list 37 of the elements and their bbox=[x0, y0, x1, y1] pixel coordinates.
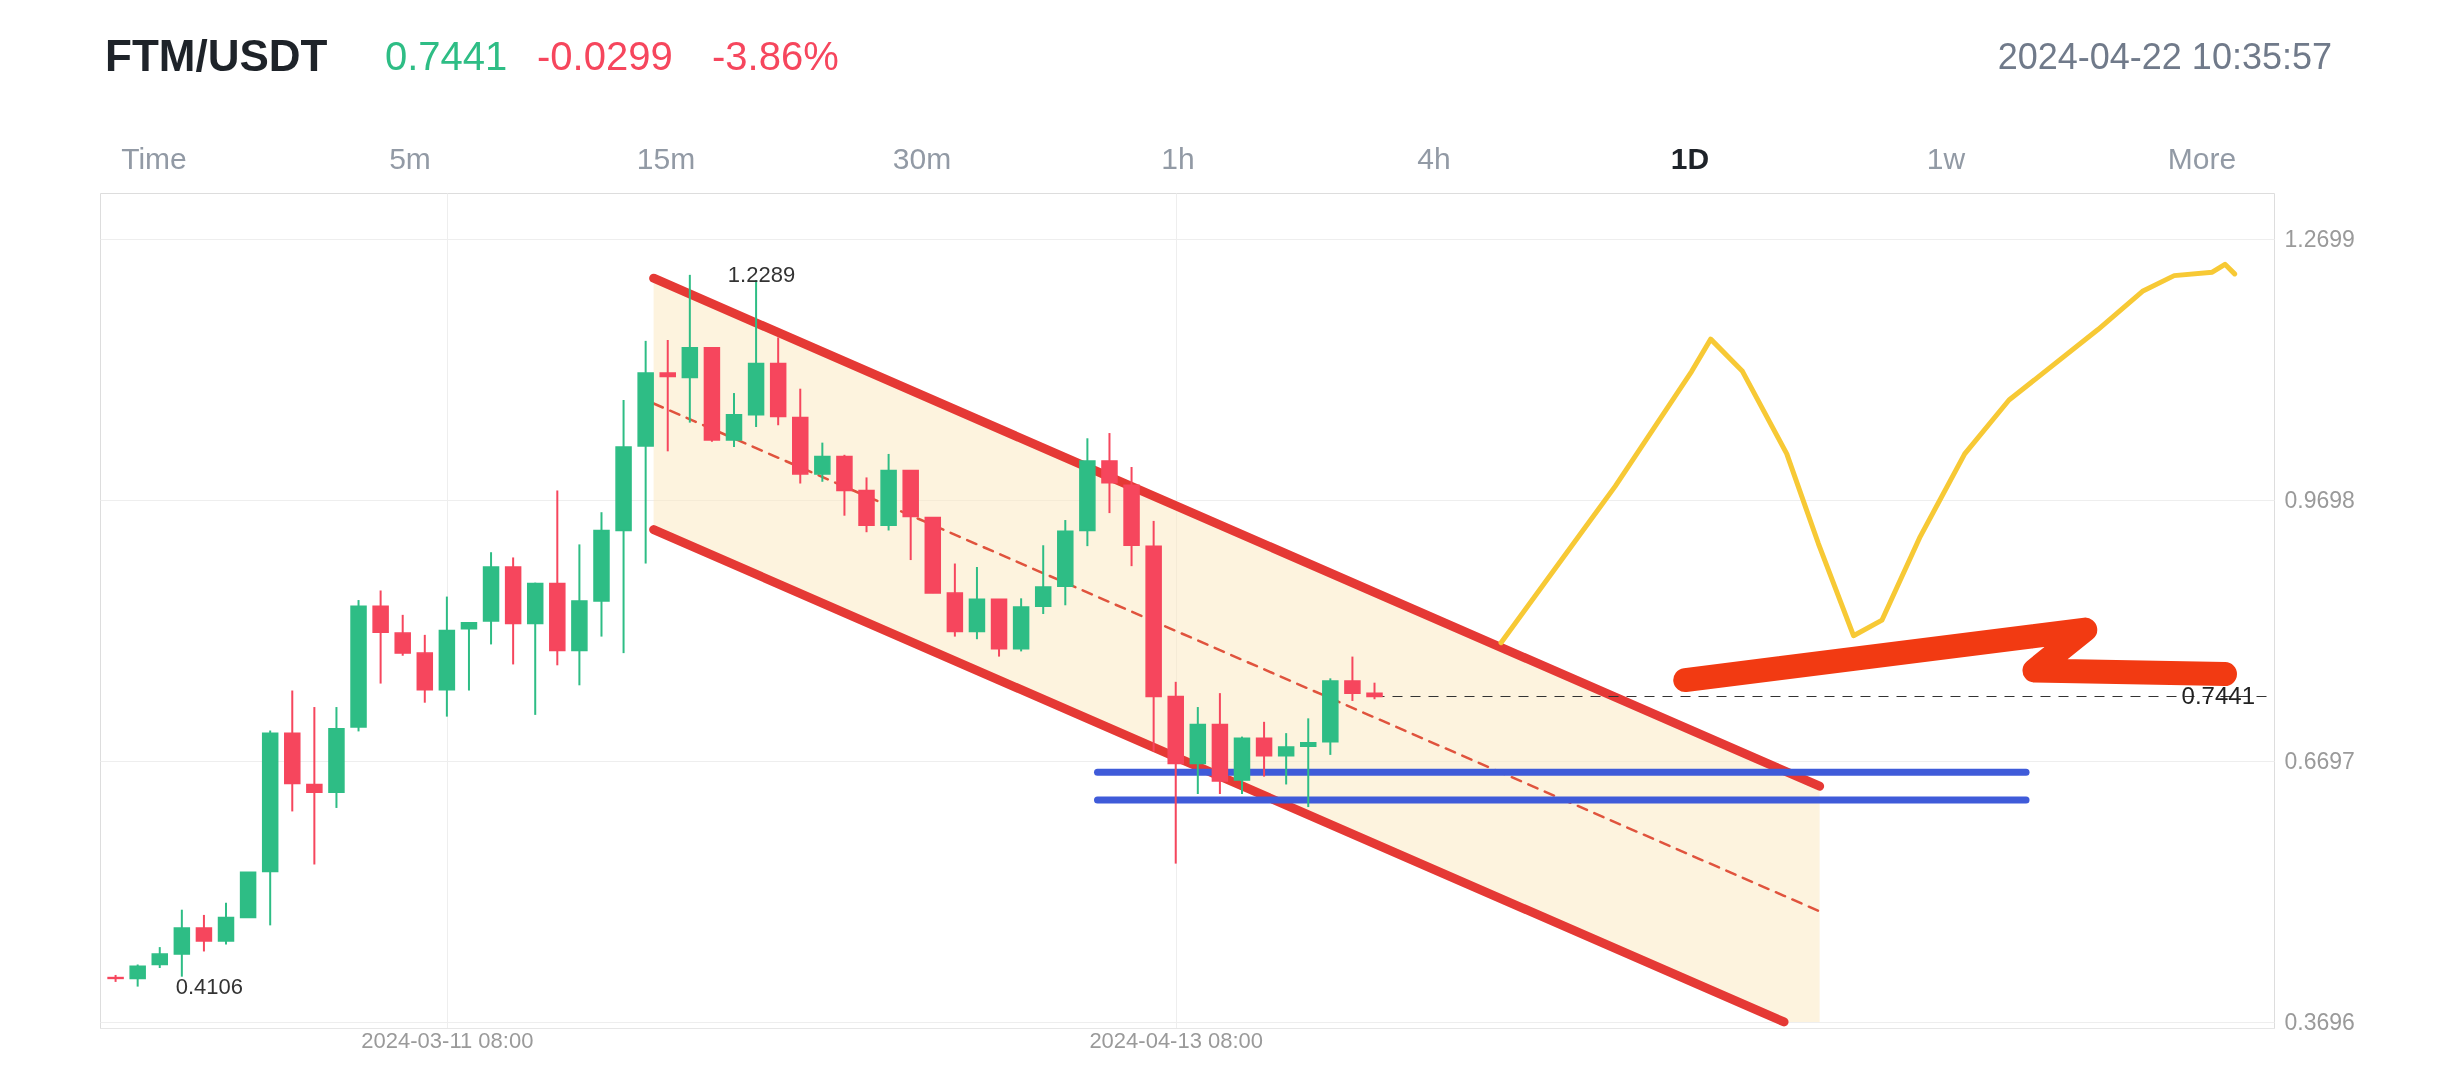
candlestick bbox=[1299, 717, 1317, 809]
candlestick bbox=[1277, 732, 1295, 786]
text: -3.86% bbox=[712, 34, 839, 78]
text: 0.7441 bbox=[385, 34, 508, 78]
y-tick-label: 0.9698 bbox=[2284, 486, 2355, 513]
candlestick bbox=[1034, 544, 1052, 615]
text: 2024-04-22 10:35:57 bbox=[1997, 36, 2332, 77]
y-tick-label: 1.2699 bbox=[2284, 225, 2355, 252]
y-tick-label: 0.6697 bbox=[2284, 747, 2355, 774]
candlestick bbox=[394, 613, 411, 657]
ref-line-label: 0.7441 bbox=[2181, 681, 2255, 709]
text: 30m bbox=[892, 142, 952, 175]
text: 1D bbox=[1670, 142, 1710, 175]
text: 15m bbox=[636, 142, 696, 175]
x-tick-label: 2024-04-13 08:00 bbox=[1089, 1027, 1264, 1053]
y-tick-label: 0.3696 bbox=[2284, 1008, 2355, 1035]
candlestick bbox=[1101, 432, 1118, 515]
text: 4h bbox=[1417, 142, 1451, 175]
text: 5m bbox=[389, 142, 431, 175]
candlestick bbox=[1255, 720, 1273, 778]
candlestick bbox=[1344, 655, 1361, 702]
candlestick bbox=[460, 621, 478, 692]
chart-title: FTM/USDT bbox=[105, 31, 328, 80]
candlestick bbox=[306, 706, 323, 866]
text: -0.0299 bbox=[537, 34, 673, 78]
candlestick bbox=[659, 338, 676, 453]
annotation: 1.2289 bbox=[727, 261, 796, 287]
annotation: 0.4106 bbox=[175, 973, 243, 999]
candlestick bbox=[151, 946, 169, 969]
text: 1w bbox=[1926, 142, 1966, 175]
text: 1h bbox=[1161, 142, 1195, 175]
candlestick bbox=[814, 441, 831, 483]
x-tick-label: 2024-03-11 08:00 bbox=[361, 1027, 534, 1053]
text: More bbox=[2167, 142, 2237, 175]
candlestick bbox=[217, 901, 235, 946]
text: Time bbox=[121, 142, 187, 175]
candlestick bbox=[195, 913, 213, 953]
